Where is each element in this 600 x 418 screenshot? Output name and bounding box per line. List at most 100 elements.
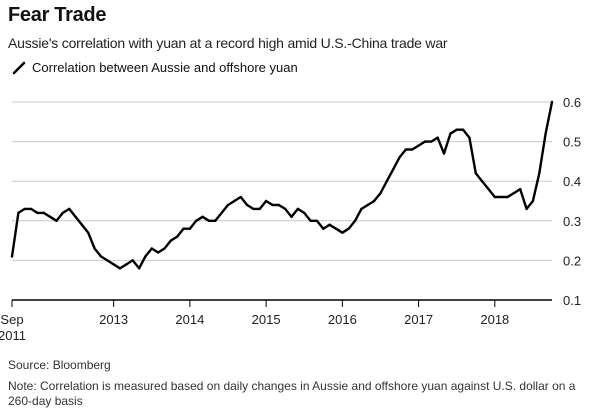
x-tick-label: Sep	[0, 312, 23, 327]
data-point	[61, 211, 65, 215]
data-point	[353, 219, 357, 222]
data-point	[163, 247, 166, 250]
x-tick-label: 2017	[404, 312, 433, 327]
source-note: Source: Bloomberg	[8, 358, 111, 372]
data-point	[290, 215, 293, 219]
data-point	[188, 227, 192, 230]
data-point	[207, 219, 211, 222]
data-point	[144, 255, 147, 258]
data-point	[493, 195, 497, 199]
data-point	[80, 223, 84, 226]
data-point	[264, 199, 268, 203]
data-point	[125, 263, 128, 266]
data-point	[23, 207, 26, 211]
y-tick-label: 0.5	[563, 135, 581, 150]
data-point	[512, 191, 516, 195]
data-point	[245, 203, 249, 207]
data-point	[461, 128, 465, 131]
y-tick-label: 0.2	[563, 253, 581, 268]
data-point	[99, 255, 103, 258]
data-point	[137, 267, 141, 270]
data-point	[372, 199, 376, 203]
data-point	[436, 136, 439, 139]
data-point	[550, 100, 554, 104]
data-point	[341, 231, 344, 234]
x-tick-label: 2016	[328, 312, 357, 327]
data-point	[411, 148, 414, 151]
data-point	[239, 195, 242, 199]
data-point	[531, 199, 535, 203]
data-point	[480, 180, 484, 183]
legend: Correlation between Aussie and offshore …	[12, 60, 298, 75]
data-point	[398, 156, 401, 159]
data-point	[220, 211, 223, 215]
data-point	[252, 207, 255, 211]
data-point	[226, 203, 230, 207]
data-point	[106, 259, 109, 262]
methodology-note: Note: Correlation is measured based on d…	[8, 379, 576, 408]
legend-label: Correlation between Aussie and offshore …	[32, 60, 298, 75]
data-point	[283, 207, 287, 211]
data-point	[519, 187, 522, 191]
data-point	[360, 207, 363, 211]
data-point	[538, 172, 541, 175]
data-point	[93, 247, 96, 250]
data-point	[118, 267, 122, 270]
data-point	[55, 219, 58, 222]
y-tick-label: 0.3	[563, 214, 581, 229]
data-point	[449, 132, 452, 135]
data-point	[156, 251, 160, 254]
data-point	[36, 211, 39, 215]
y-tick-label: 0.4	[563, 174, 581, 189]
data-point	[131, 259, 134, 262]
data-point	[175, 235, 179, 238]
data-point	[404, 148, 408, 151]
data-point	[506, 195, 509, 199]
data-point	[423, 140, 427, 143]
data-point	[29, 207, 33, 211]
data-point	[10, 255, 14, 258]
data-point	[214, 219, 217, 222]
data-point	[366, 203, 369, 207]
data-point	[468, 136, 471, 139]
x-tick-label: 2013	[99, 312, 128, 327]
data-point	[258, 207, 261, 211]
data-point	[182, 227, 185, 230]
chart-subtitle: Aussie's correlation with yuan at a reco…	[8, 35, 448, 51]
data-point	[322, 227, 325, 230]
data-point	[112, 263, 115, 266]
data-point	[17, 211, 20, 215]
x-tick-label: 2015	[252, 312, 281, 327]
data-point	[544, 132, 547, 135]
data-point	[347, 227, 350, 230]
data-point	[169, 239, 173, 242]
series-line	[10, 100, 554, 270]
data-point	[417, 144, 420, 147]
data-point	[87, 231, 90, 234]
data-point	[303, 211, 306, 215]
data-point	[42, 211, 45, 215]
data-point	[379, 191, 382, 195]
data-point	[74, 215, 77, 219]
data-point	[271, 203, 274, 207]
data-point	[328, 223, 331, 226]
data-point	[430, 140, 433, 143]
data-point	[391, 168, 395, 171]
data-point	[67, 207, 71, 211]
data-point	[442, 152, 446, 155]
x-tick-label: 2018	[480, 312, 509, 327]
chart-title: Fear Trade	[8, 4, 107, 26]
data-point	[474, 172, 477, 175]
data-point	[201, 215, 204, 219]
data-point	[296, 207, 300, 211]
x-tick-label: 2011	[0, 328, 26, 343]
data-point	[499, 195, 503, 199]
data-point	[487, 187, 490, 191]
y-tick-label: 0.1	[563, 293, 581, 308]
data-point	[150, 247, 153, 250]
y-tick-label: 0.6	[563, 95, 581, 110]
data-point	[334, 227, 338, 230]
data-point	[48, 215, 52, 219]
data-point	[277, 203, 281, 207]
